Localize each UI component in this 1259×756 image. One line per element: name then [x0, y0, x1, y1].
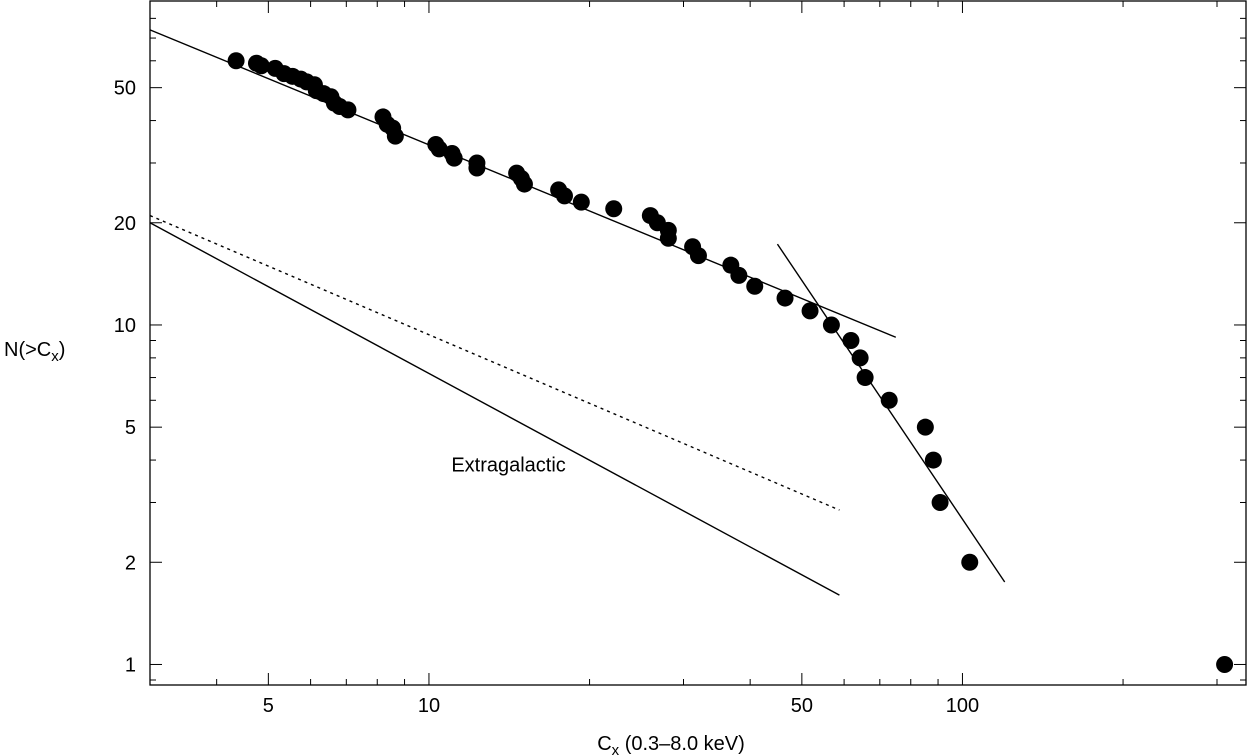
data-point — [822, 316, 840, 334]
data-point — [555, 187, 573, 205]
data-point — [1216, 655, 1234, 673]
y-tick-label: 50 — [114, 78, 136, 100]
y-tick-label: 10 — [114, 315, 136, 337]
x-tick-label: 5 — [263, 695, 274, 717]
x-tick-label: 50 — [791, 695, 813, 717]
data-point — [776, 289, 794, 307]
data-point — [252, 57, 270, 75]
data-point — [842, 332, 860, 350]
data-point — [605, 200, 623, 218]
data-point — [931, 493, 949, 511]
data-point — [880, 391, 898, 409]
data-point — [430, 140, 448, 158]
annotation-label: Extragalactic — [451, 455, 566, 477]
data-point — [339, 101, 357, 119]
annotations: Extragalactic — [451, 455, 566, 477]
y-tick-label: 2 — [125, 552, 136, 574]
data-point — [386, 127, 404, 145]
x-tick-label: 10 — [418, 695, 440, 717]
fit-lines — [149, 29, 1006, 596]
data-point — [730, 266, 748, 284]
data-point — [445, 149, 463, 167]
y-tick-label: 1 — [125, 654, 136, 676]
x-tick-label: 100 — [946, 695, 979, 717]
y-tick-label: 5 — [125, 417, 136, 439]
x-axis-label: Cx (0.3–8.0 keV) — [597, 733, 745, 756]
plot-frame — [149, 0, 1247, 686]
data-point — [801, 302, 819, 320]
data-point — [227, 52, 245, 70]
data-point — [856, 369, 874, 387]
data-point — [689, 247, 707, 265]
solid-fit-line — [149, 222, 840, 596]
data-point — [572, 193, 590, 211]
data-point — [961, 553, 979, 571]
y-tick-label: 20 — [114, 213, 136, 235]
data-point — [851, 349, 869, 367]
data-point — [515, 175, 533, 193]
data-points — [227, 52, 1234, 673]
data-point — [659, 229, 677, 247]
axis-ticks: 5 10 50 100 1 2 5 10 20 50 — [114, 0, 1246, 717]
dotted-fit-line — [149, 214, 840, 511]
data-point — [746, 277, 764, 295]
solid-fit-line — [776, 243, 1006, 583]
data-point — [924, 451, 942, 469]
data-point — [468, 159, 486, 177]
y-axis-label: N(>Cx) — [4, 339, 65, 365]
data-point — [916, 418, 934, 436]
